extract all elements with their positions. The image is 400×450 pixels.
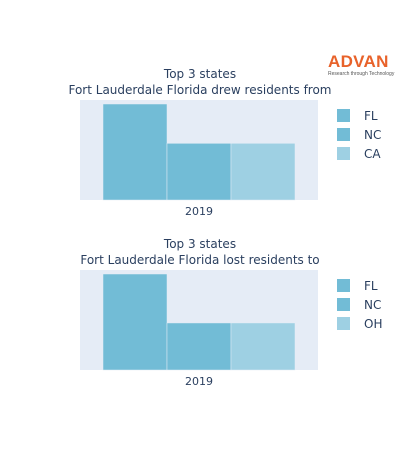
legend-label-nc: NC — [364, 128, 381, 142]
chart-drew-from: Top 3 states Fort Lauderdale Florida drew… — [68, 67, 381, 218]
legend-swatch-ca — [337, 147, 350, 160]
legend-swatch-oh — [337, 317, 350, 330]
legend-label-nc: NC — [364, 298, 381, 312]
chart-subtitle: Fort Lauderdale Florida lost residents t… — [80, 253, 319, 267]
x-tick-label: 2019 — [185, 205, 213, 218]
bar-nc — [166, 143, 232, 201]
logo-tagline: Research through Technology — [328, 71, 395, 77]
legend-swatch-nc — [337, 128, 350, 141]
advan-logo: ADVAN Research through Technology — [328, 53, 394, 79]
bar-nc — [166, 322, 232, 371]
logo-wordmark: ADVAN — [328, 52, 389, 71]
legend-swatch-fl — [337, 109, 350, 122]
bar-fl — [102, 273, 168, 371]
chart-subtitle: Fort Lauderdale Florida drew residents f… — [68, 83, 331, 97]
chart-title: Top 3 states — [163, 237, 236, 251]
legend-label-fl: FL — [364, 109, 378, 123]
chart-lost-to: Top 3 states Fort Lauderdale Florida lost… — [80, 237, 382, 388]
legend-label-ca: CA — [364, 147, 381, 161]
legend-label-oh: OH — [364, 317, 382, 331]
bar-oh — [230, 322, 296, 371]
chart-title: Top 3 states — [163, 67, 236, 81]
legend-swatch-fl — [337, 279, 350, 292]
bar-fl — [102, 103, 168, 201]
bar-ca — [230, 143, 296, 201]
legend-swatch-nc — [337, 298, 350, 311]
x-tick-label: 2019 — [185, 375, 213, 388]
legend-label-fl: FL — [364, 279, 378, 293]
